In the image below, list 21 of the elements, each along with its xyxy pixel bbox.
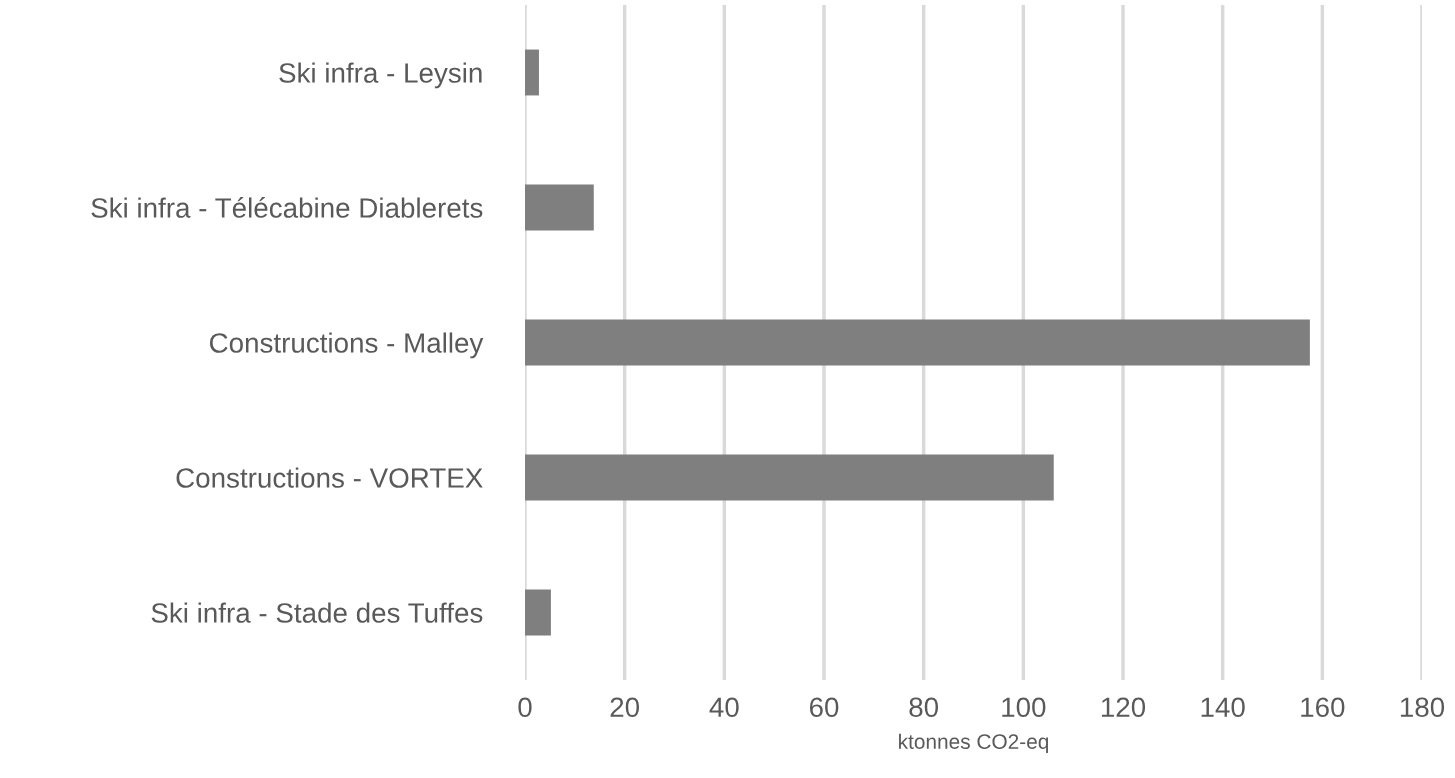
y-tick-label: Constructions - VORTEX <box>176 467 483 488</box>
x-tick-label: 20 <box>610 697 640 718</box>
x-axis-title: ktonnes CO2-eq <box>899 733 1049 754</box>
x-tick-label: 180 <box>1400 697 1445 718</box>
bar <box>525 589 551 636</box>
bar <box>525 454 1054 501</box>
x-tick-label: 40 <box>709 697 739 718</box>
x-tick-label: 0 <box>518 697 532 718</box>
x-tick-label: 120 <box>1101 697 1146 718</box>
x-tick-label: 100 <box>1002 697 1046 718</box>
x-tick-label: 80 <box>909 697 939 718</box>
x-tick-label: 160 <box>1301 697 1345 718</box>
y-tick-label: Ski infra - Stade des Tuffes <box>151 602 483 623</box>
bar <box>525 184 594 231</box>
x-tick-label: 60 <box>809 697 839 718</box>
y-tick-label: Ski infra - Leysin <box>279 62 482 89</box>
y-tick-label: Constructions - Malley <box>209 332 484 359</box>
x-tick-label: 140 <box>1201 697 1245 718</box>
bar <box>525 319 1310 366</box>
bar <box>525 49 539 96</box>
y-tick-label: Ski infra - Télécabine Diablerets <box>91 197 483 218</box>
